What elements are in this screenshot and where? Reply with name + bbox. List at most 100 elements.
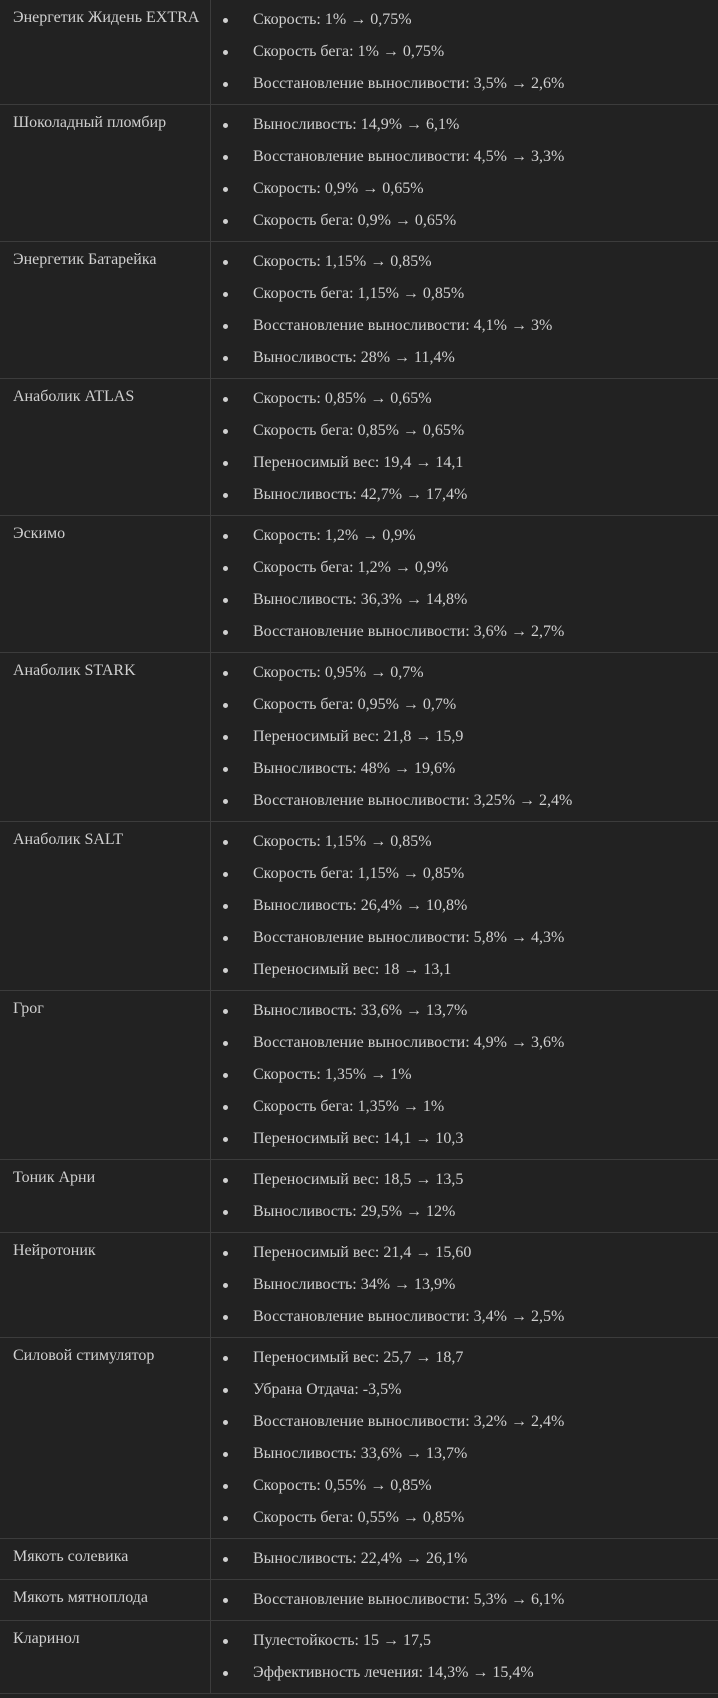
effect-item: Восстановление выносливости: 5,8% → 4,3% bbox=[211, 922, 718, 954]
item-name: Энергетик Батарейка bbox=[0, 241, 211, 379]
item-name: Тоник Арни bbox=[0, 1159, 211, 1233]
table-row: Тоник Арни Переносимый вес: 18,5 → 13,5 Вы… bbox=[0, 1159, 718, 1233]
effect-item: Выносливость: 29,5% → 12% bbox=[211, 1196, 718, 1228]
effects-list: Скорость: 0,95% → 0,7% Скорость бега: 0,9… bbox=[211, 657, 718, 817]
effect-item: Переносимый вес: 18,5 → 13,5 bbox=[211, 1164, 718, 1196]
effect-item: Скорость бега: 0,55% → 0,85% bbox=[211, 1502, 718, 1534]
table-row: Шоколадный пломбир Выносливость: 14,9% → … bbox=[0, 104, 718, 242]
item-name: Мякоть солевика bbox=[0, 1538, 211, 1580]
table-row: Грог Выносливость: 33,6% → 13,7% Восстанов… bbox=[0, 990, 718, 1160]
effects-cell: Восстановление выносливости: 5,3% → 6,1% bbox=[211, 1580, 718, 1621]
effects-list: Выносливость: 33,6% → 13,7% Восстановлени… bbox=[211, 995, 718, 1155]
effect-item: Убрана Отдача: -3,5% bbox=[211, 1374, 718, 1406]
item-name: Силовой стимулятор bbox=[0, 1337, 211, 1539]
effects-cell: Скорость: 0,85% → 0,65% Скорость бега: 0,… bbox=[211, 379, 718, 516]
item-name: Анаболик SALT bbox=[0, 821, 211, 991]
effect-item: Восстановление выносливости: 3,4% → 2,5% bbox=[211, 1301, 718, 1333]
item-name: Шоколадный пломбир bbox=[0, 104, 211, 242]
effects-list: Пулестойкость: 15 → 17,5 Эффективность ле… bbox=[211, 1625, 718, 1689]
effect-item: Переносимый вес: 14,1 → 10,3 bbox=[211, 1123, 718, 1155]
effect-item: Скорость: 1,35% → 1% bbox=[211, 1059, 718, 1091]
effects-cell: Выносливость: 22,4% → 26,1% bbox=[211, 1539, 718, 1580]
effect-item: Восстановление выносливости: 3,25% → 2,4… bbox=[211, 785, 718, 817]
effect-item: Скорость бега: 1,15% → 0,85% bbox=[211, 278, 718, 310]
effect-item: Выносливость: 42,7% → 17,4% bbox=[211, 479, 718, 511]
effect-item: Скорость: 1,2% → 0,9% bbox=[211, 520, 718, 552]
effect-item: Выносливость: 28% → 11,4% bbox=[211, 342, 718, 374]
item-name: Нейротоник bbox=[0, 1232, 211, 1338]
item-name: Энергетик Жидень EXTRA bbox=[0, 0, 211, 105]
table-row: Нейротоник Переносимый вес: 21,4 → 15,60 В… bbox=[0, 1232, 718, 1338]
effect-item: Выносливость: 48% → 19,6% bbox=[211, 753, 718, 785]
effects-cell: Переносимый вес: 25,7 → 18,7 Убрана Отдач… bbox=[211, 1338, 718, 1539]
effect-item: Скорость бега: 0,95% → 0,7% bbox=[211, 689, 718, 721]
effect-item: Переносимый вес: 21,8 → 15,9 bbox=[211, 721, 718, 753]
effects-cell: Скорость: 1,15% → 0,85% Скорость бега: 1,… bbox=[211, 822, 718, 991]
effect-item: Восстановление выносливости: 5,3% → 6,1% bbox=[211, 1584, 718, 1616]
effect-item: Скорость бега: 1,15% → 0,85% bbox=[211, 858, 718, 890]
table-row: Мякоть мятноплода Восстановление вынослив… bbox=[0, 1579, 718, 1621]
effects-list: Переносимый вес: 18,5 → 13,5 Выносливость… bbox=[211, 1164, 718, 1228]
table-row: Мякоть солевика Выносливость: 22,4% → 26,… bbox=[0, 1538, 718, 1580]
effect-item: Эффективность лечения: 14,3% → 15,4% bbox=[211, 1657, 718, 1689]
effects-list: Скорость: 0,85% → 0,65% Скорость бега: 0,… bbox=[211, 383, 718, 511]
effect-item: Восстановление выносливости: 3,2% → 2,4% bbox=[211, 1406, 718, 1438]
effect-item: Выносливость: 22,4% → 26,1% bbox=[211, 1543, 718, 1575]
table-row: Анаболик ATLAS Скорость: 0,85% → 0,65% Ско… bbox=[0, 378, 718, 516]
effect-item: Скорость бега: 1% → 0,75% bbox=[211, 36, 718, 68]
effects-list: Выносливость: 22,4% → 26,1% bbox=[211, 1543, 718, 1575]
effects-list: Скорость: 1,15% → 0,85% Скорость бега: 1,… bbox=[211, 826, 718, 986]
effect-item: Скорость: 0,55% → 0,85% bbox=[211, 1470, 718, 1502]
effect-item: Восстановление выносливости: 4,5% → 3,3% bbox=[211, 141, 718, 173]
effects-cell: Переносимый вес: 21,4 → 15,60 Выносливост… bbox=[211, 1233, 718, 1338]
effect-item: Пулестойкость: 15 → 17,5 bbox=[211, 1625, 718, 1657]
table-row: Эскимо Скорость: 1,2% → 0,9% Скорость бега… bbox=[0, 515, 718, 653]
effect-item: Переносимый вес: 18 → 13,1 bbox=[211, 954, 718, 986]
effect-item: Скорость: 1,15% → 0,85% bbox=[211, 246, 718, 278]
effects-cell: Выносливость: 33,6% → 13,7% Восстановлени… bbox=[211, 991, 718, 1160]
effects-list: Скорость: 1,2% → 0,9% Скорость бега: 1,2%… bbox=[211, 520, 718, 648]
effect-item: Скорость: 0,95% → 0,7% bbox=[211, 657, 718, 689]
effects-cell: Переносимый вес: 18,5 → 13,5 Выносливость… bbox=[211, 1160, 718, 1233]
item-name: Эскимо bbox=[0, 515, 211, 653]
effects-list: Скорость: 1% → 0,75% Скорость бега: 1% → … bbox=[211, 4, 718, 100]
effects-cell: Скорость: 0,95% → 0,7% Скорость бега: 0,9… bbox=[211, 653, 718, 822]
effect-item: Скорость: 0,85% → 0,65% bbox=[211, 383, 718, 415]
effect-item: Скорость бега: 0,85% → 0,65% bbox=[211, 415, 718, 447]
effects-list: Восстановление выносливости: 5,3% → 6,1% bbox=[211, 1584, 718, 1616]
effect-item: Скорость: 1,15% → 0,85% bbox=[211, 826, 718, 858]
effects-list: Переносимый вес: 25,7 → 18,7 Убрана Отдач… bbox=[211, 1342, 718, 1534]
effects-list: Выносливость: 14,9% → 6,1% Восстановление… bbox=[211, 109, 718, 237]
item-name: Анаболик ATLAS bbox=[0, 378, 211, 516]
effect-item: Восстановление выносливости: 3,5% → 2,6% bbox=[211, 68, 718, 100]
effects-list: Переносимый вес: 21,4 → 15,60 Выносливост… bbox=[211, 1237, 718, 1333]
effect-item: Восстановление выносливости: 3,6% → 2,7% bbox=[211, 616, 718, 648]
effect-item: Скорость бега: 0,9% → 0,65% bbox=[211, 205, 718, 237]
item-name: Кларинол bbox=[0, 1620, 211, 1694]
effect-item: Выносливость: 14,9% → 6,1% bbox=[211, 109, 718, 141]
effect-item: Выносливость: 34% → 13,9% bbox=[211, 1269, 718, 1301]
effect-item: Скорость бега: 1,35% → 1% bbox=[211, 1091, 718, 1123]
effect-item: Выносливость: 26,4% → 10,8% bbox=[211, 890, 718, 922]
effects-list: Скорость: 1,15% → 0,85% Скорость бега: 1,… bbox=[211, 246, 718, 374]
effects-cell: Скорость: 1% → 0,75% Скорость бега: 1% → … bbox=[211, 0, 718, 105]
effect-item: Скорость бега: 1,2% → 0,9% bbox=[211, 552, 718, 584]
effect-item: Переносимый вес: 25,7 → 18,7 bbox=[211, 1342, 718, 1374]
table-row: Кларинол Пулестойкость: 15 → 17,5 Эффектив… bbox=[0, 1620, 718, 1694]
effect-item: Восстановление выносливости: 4,1% → 3% bbox=[211, 310, 718, 342]
table-row: Энергетик Жидень EXTRA Скорость: 1% → 0,7… bbox=[0, 0, 718, 105]
effect-item: Восстановление выносливости: 4,9% → 3,6% bbox=[211, 1027, 718, 1059]
effects-cell: Скорость: 1,15% → 0,85% Скорость бега: 1,… bbox=[211, 242, 718, 379]
effect-item: Переносимый вес: 21,4 → 15,60 bbox=[211, 1237, 718, 1269]
effects-cell: Скорость: 1,2% → 0,9% Скорость бега: 1,2%… bbox=[211, 516, 718, 653]
table-row: Энергетик Батарейка Скорость: 1,15% → 0,8… bbox=[0, 241, 718, 379]
table-row: Анаболик STARK Скорость: 0,95% → 0,7% Скор… bbox=[0, 652, 718, 822]
table-row: Анаболик SALT Скорость: 1,15% → 0,85% Скор… bbox=[0, 821, 718, 991]
effect-item: Выносливость: 33,6% → 13,7% bbox=[211, 1438, 718, 1470]
item-name: Грог bbox=[0, 990, 211, 1160]
effect-item: Переносимый вес: 19,4 → 14,1 bbox=[211, 447, 718, 479]
